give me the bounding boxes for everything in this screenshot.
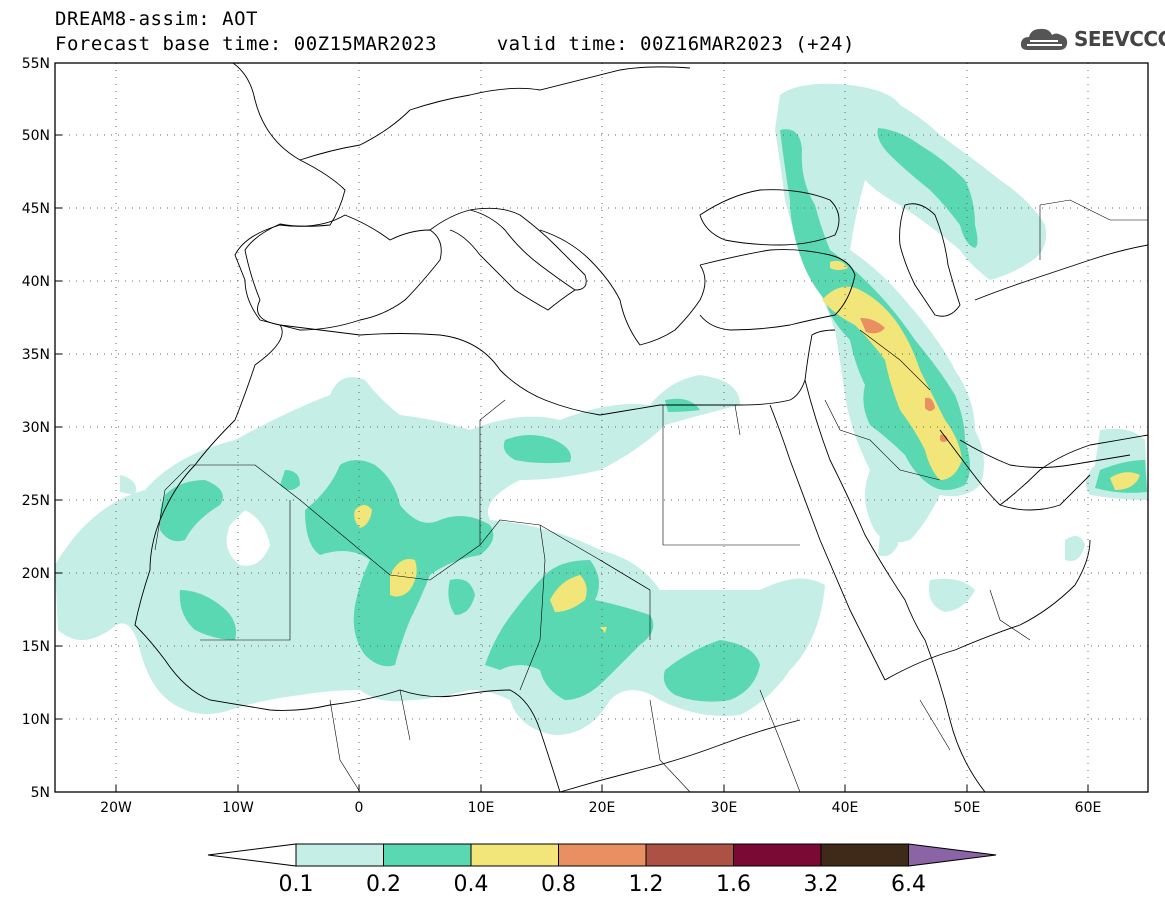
colorbar-segment (820, 843, 909, 867)
lon-label: 0 (355, 800, 364, 816)
colorbar-segment (383, 843, 472, 867)
map-title: DREAM8-assim: AOT (55, 8, 258, 30)
lon-label: 40E (832, 800, 859, 816)
graticule (55, 63, 1148, 792)
colorbar-arrow-low (207, 843, 297, 867)
colorbar-segment (470, 843, 559, 867)
colorbar-label: 0.2 (366, 872, 401, 897)
cloud-icon (1020, 28, 1068, 50)
lon-label: 10E (468, 800, 495, 816)
map-subtitle: Forecast base time: 00Z15MAR2023 valid t… (55, 33, 855, 55)
colorbar: 0.1 0.2 0.4 0.8 1.2 1.6 3.2 6.4 (207, 843, 997, 897)
colorbar-label: 0.4 (454, 872, 489, 897)
lat-label: 10N (22, 712, 50, 728)
lat-labels: 55N 50N 45N 40N 35N 30N 25N 20N 15N 10N … (22, 56, 50, 801)
seevccc-logo: SEEVCCC (1018, 24, 1165, 54)
colorbar-segment (558, 843, 647, 867)
colorbar-segment (645, 843, 734, 867)
colorbar-label: 0.1 (279, 872, 314, 897)
colorbar-label: 1.6 (716, 872, 751, 897)
lat-label: 30N (22, 420, 50, 436)
lon-label: 50E (954, 800, 981, 816)
colorbar-segment (295, 843, 384, 867)
axis-ticks (55, 62, 1089, 793)
lat-label: 40N (22, 274, 50, 290)
lat-label: 50N (22, 128, 50, 144)
aot-level-0.8 (860, 318, 948, 442)
lon-label: 60E (1075, 800, 1102, 816)
lat-label: 25N (22, 493, 50, 509)
colorbar-label: 1.2 (629, 872, 664, 897)
aot-level-0.4 (354, 260, 1140, 633)
colorbar-label: 6.4 (891, 872, 926, 897)
lat-label: 35N (22, 347, 50, 363)
lon-label: 30E (711, 800, 738, 816)
colorbar-label: 0.8 (541, 872, 576, 897)
country-borders (154, 199, 1148, 792)
logo-text: SEEVCCC (1074, 27, 1165, 51)
lat-label: 55N (22, 56, 50, 72)
colorbar-segment (733, 843, 822, 867)
lon-label: 20E (589, 800, 616, 816)
colorbar-label: 3.2 (804, 872, 839, 897)
lon-label: 10W (222, 800, 254, 816)
lat-label: 5N (31, 785, 50, 801)
lon-label: 20W (100, 800, 132, 816)
colorbar-arrow-high (908, 843, 997, 867)
lat-label: 15N (22, 639, 50, 655)
lat-label: 20N (22, 566, 50, 582)
lon-labels: 20W 10W 0 10E 20E 30E 40E 50E 60E (100, 800, 1101, 816)
coastlines (134, 63, 1148, 792)
lat-label: 45N (22, 201, 50, 217)
